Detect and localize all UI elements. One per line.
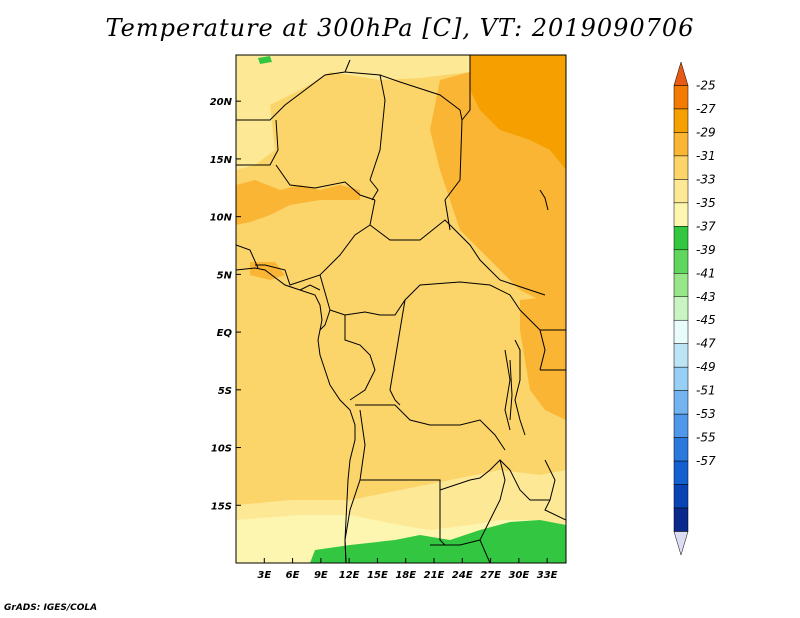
colorbar-swatch (673, 85, 689, 110)
colorbar-swatch (673, 319, 689, 344)
colorbar-swatch (673, 413, 689, 438)
colorbar-swatch (673, 343, 689, 368)
colorbar-swatch (673, 132, 689, 157)
colorbar-level-label: -41 (696, 266, 716, 280)
colorbar-swatch (673, 296, 689, 321)
lat-tick-label: EQ (217, 328, 233, 339)
temperature-field (236, 55, 566, 563)
colorbar-level-label: -51 (696, 384, 716, 398)
lon-tick-label: 21E (424, 570, 445, 581)
colorbar-swatch (673, 273, 689, 298)
colorbar-swatch (673, 226, 689, 251)
colorbar-swatch (673, 507, 689, 532)
colorbar-level-label: -33 (696, 172, 716, 186)
colorbar-level-label: -55 (696, 431, 716, 445)
lat-tick-label: 15N (210, 155, 233, 166)
colorbar-level-label: -25 (696, 78, 716, 92)
lon-tick-label: 24E (452, 570, 473, 581)
colorbar-level-label: -47 (696, 337, 716, 351)
colorbar-swatch (673, 249, 689, 274)
lon-tick-label: 33E (537, 570, 558, 581)
lon-tick-label: 3E (257, 570, 271, 581)
lon-tick-label: 6E (286, 570, 300, 581)
colorbar-level-label: -49 (696, 360, 716, 374)
lon-tick-label: 30E (508, 570, 529, 581)
colorbar-bottom-arrow (673, 531, 689, 556)
colorbar-swatch (673, 484, 689, 509)
colorbar-level-label: -39 (696, 243, 716, 257)
lat-tick-label: 5S (218, 386, 232, 397)
grads-credit: GrADS: IGES/COLA (4, 603, 98, 613)
colorbar-swatch (673, 179, 689, 204)
colorbar-swatch (673, 155, 689, 180)
colorbar-level-label: -35 (696, 196, 716, 210)
colorbar-swatch (673, 202, 689, 227)
lon-tick-label: 15E (367, 570, 388, 581)
longitude-axis: 3E 6E 9E 12E 15E 18E 21E 24E 27E 30E 33E (257, 558, 558, 581)
lon-tick-label: 18E (395, 570, 416, 581)
plot-frame (235, 54, 567, 564)
lon-tick-label: 9E (314, 570, 328, 581)
coastline (236, 179, 549, 563)
lat-tick-label: 20N (210, 97, 233, 108)
colorbar-swatch (673, 437, 689, 462)
lat-tick-label: 10N (210, 213, 233, 224)
colorbar-level-label: -53 (696, 407, 716, 421)
colorbar-swatch (673, 366, 689, 391)
chart-title: Temperature at 300hPa [C], VT: 201909070… (105, 14, 695, 42)
colorbar-level-label: -57 (696, 454, 716, 468)
latitude-axis: 20N 15N 10N 5N EQ 5S 10S 15S (210, 97, 241, 512)
colorbar-top-arrow (673, 61, 689, 86)
lon-tick-label: 27E (480, 570, 501, 581)
colorbar-level-label: -43 (696, 290, 716, 304)
colorbar-level-label: -27 (696, 102, 716, 116)
colorbar-swatch (673, 460, 689, 485)
lat-tick-label: 10S (211, 444, 232, 455)
lon-tick-label: 12E (339, 570, 360, 581)
lat-tick-label: 15S (211, 501, 232, 512)
colorbar-level-label: -29 (696, 125, 716, 139)
colorbar-level-label: -31 (696, 149, 716, 163)
colorbar-swatch (673, 390, 689, 415)
colorbar: -25 -27 -29 -31 -33 -35 -37 -39 -41 -43 -45 -47 -49 -… (673, 61, 716, 556)
colorbar-level-label: -45 (696, 313, 716, 327)
colorbar-level-label: -37 (696, 219, 716, 233)
lat-tick-label: 5N (217, 270, 233, 281)
colorbar-swatch (673, 108, 689, 133)
